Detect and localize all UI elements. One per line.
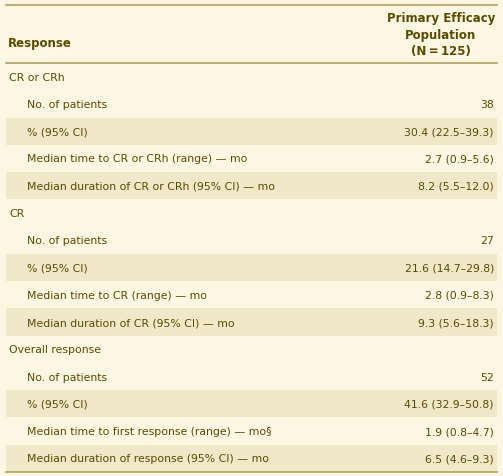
Text: Median duration of CR or CRh (95% CI) — mo: Median duration of CR or CRh (95% CI) — … [27, 181, 275, 191]
Bar [6, 200, 497, 227]
Bar [6, 146, 497, 173]
Text: CR or CRh: CR or CRh [9, 72, 64, 82]
Bar [6, 64, 497, 91]
Text: 38: 38 [480, 99, 494, 109]
Bar [6, 417, 497, 445]
Bar [6, 91, 497, 118]
Text: 9.3 (5.6–18.3): 9.3 (5.6–18.3) [418, 317, 494, 327]
Bar [6, 390, 497, 417]
Text: 6.5 (4.6–9.3): 6.5 (4.6–9.3) [425, 454, 494, 464]
Bar [6, 227, 497, 254]
Text: Overall response: Overall response [9, 345, 101, 355]
Bar [6, 254, 497, 281]
Text: No. of patients: No. of patients [27, 236, 107, 246]
Text: Median time to CR (range) — mo: Median time to CR (range) — mo [27, 290, 207, 300]
Text: 1.9 (0.8–4.7): 1.9 (0.8–4.7) [425, 426, 494, 436]
Text: Primary Efficacy
Population
(N = 125): Primary Efficacy Population (N = 125) [387, 12, 495, 58]
Text: No. of patients: No. of patients [27, 99, 107, 109]
Text: 21.6 (14.7–29.8): 21.6 (14.7–29.8) [404, 263, 494, 273]
Text: 2.8 (0.9–8.3): 2.8 (0.9–8.3) [425, 290, 494, 300]
Text: CR: CR [9, 208, 24, 218]
Text: 2.7 (0.9–5.6): 2.7 (0.9–5.6) [425, 154, 494, 164]
Text: % (95% CI): % (95% CI) [27, 399, 88, 409]
Bar [6, 6, 497, 64]
Text: 30.4 (22.5–39.3): 30.4 (22.5–39.3) [404, 127, 494, 137]
Text: 52: 52 [480, 372, 494, 382]
Bar [6, 363, 497, 390]
Text: Median duration of response (95% CI) — mo: Median duration of response (95% CI) — m… [27, 454, 269, 464]
Text: Median time to first response (range) — mo§: Median time to first response (range) — … [27, 426, 272, 436]
Bar [6, 445, 497, 472]
Bar [6, 336, 497, 363]
Text: 41.6 (32.9–50.8): 41.6 (32.9–50.8) [404, 399, 494, 409]
Text: Median duration of CR (95% CI) — mo: Median duration of CR (95% CI) — mo [27, 317, 234, 327]
Bar [6, 309, 497, 336]
Text: Median time to CR or CRh (range) — mo: Median time to CR or CRh (range) — mo [27, 154, 247, 164]
Text: 8.2 (5.5–12.0): 8.2 (5.5–12.0) [418, 181, 494, 191]
Text: 27: 27 [480, 236, 494, 246]
Text: No. of patients: No. of patients [27, 372, 107, 382]
Text: % (95% CI): % (95% CI) [27, 263, 88, 273]
Text: Response: Response [8, 37, 72, 50]
Bar [6, 281, 497, 309]
Bar [6, 118, 497, 146]
Text: % (95% CI): % (95% CI) [27, 127, 88, 137]
Bar [6, 173, 497, 200]
